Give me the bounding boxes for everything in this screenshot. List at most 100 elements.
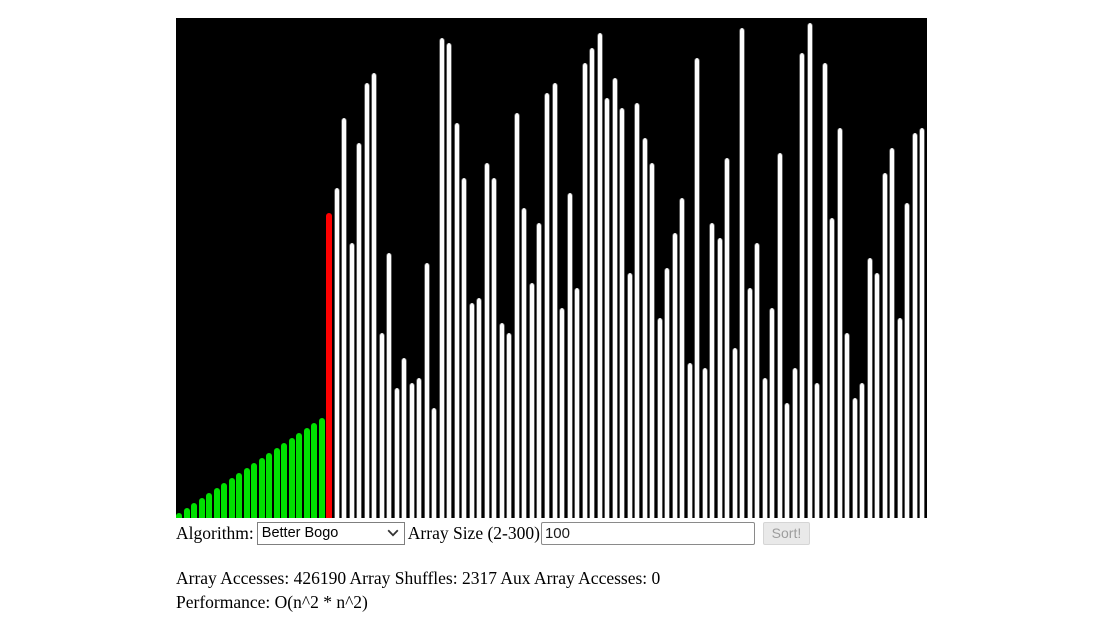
array-bar xyxy=(273,448,280,518)
sort-visualization-canvas xyxy=(176,18,927,518)
array-bar xyxy=(513,113,520,518)
array-shuffles-value: 2317 xyxy=(461,568,497,588)
array-bar xyxy=(431,408,438,518)
array-bar xyxy=(836,128,843,518)
array-bar xyxy=(889,148,896,518)
algorithm-select-value: Better Bogo xyxy=(261,525,339,541)
array-bar xyxy=(371,73,378,518)
array-bar xyxy=(589,48,596,518)
controls-row: Algorithm: Better Bogo Array Size (2-300… xyxy=(176,520,810,546)
array-accesses-value: 426190 xyxy=(293,568,347,588)
array-bar xyxy=(679,198,686,518)
array-bar xyxy=(671,233,678,518)
stats-panel: Array Accesses: 426190 Array Shuffles: 2… xyxy=(176,567,660,614)
array-bar xyxy=(709,223,716,518)
stats-line-1: Array Accesses: 426190 Array Shuffles: 2… xyxy=(176,567,660,591)
array-bar xyxy=(483,163,490,518)
array-bar xyxy=(506,333,513,518)
performance-label: Performance: xyxy=(176,591,271,612)
array-bar xyxy=(423,263,430,518)
array-bar xyxy=(401,358,408,518)
array-bar xyxy=(258,458,265,518)
array-bar xyxy=(821,63,828,518)
array-bar xyxy=(461,178,468,518)
chevron-down-icon xyxy=(387,529,399,537)
array-bar xyxy=(634,103,641,518)
array-bar xyxy=(438,38,445,518)
array-bar xyxy=(761,378,768,518)
array-bar xyxy=(701,368,708,518)
array-bar xyxy=(784,403,791,518)
array-bar xyxy=(183,508,190,518)
array-bar xyxy=(356,143,363,518)
array-bar xyxy=(664,268,671,518)
array-bar xyxy=(393,388,400,518)
array-bar xyxy=(791,368,798,518)
array-bar xyxy=(453,123,460,518)
array-bar xyxy=(348,243,355,518)
array-bar xyxy=(806,23,813,518)
array-bar xyxy=(716,238,723,518)
array-bar xyxy=(829,218,836,518)
array-bar xyxy=(281,443,288,518)
array-bar xyxy=(754,243,761,518)
array-bar xyxy=(363,83,370,518)
array-bar xyxy=(176,513,182,518)
stats-line-2: Performance: O(n^2 * n^2) xyxy=(176,591,660,615)
array-bar xyxy=(528,283,535,518)
array-bar xyxy=(318,418,325,518)
array-bar xyxy=(769,308,776,518)
array-bar xyxy=(251,463,258,518)
array-bar xyxy=(303,428,310,518)
aux-array-accesses-value: 0 xyxy=(651,568,661,588)
array-bar xyxy=(814,383,821,518)
array-bar xyxy=(694,58,701,518)
array-bar xyxy=(296,433,303,518)
array-bar xyxy=(724,158,731,518)
array-bar xyxy=(859,383,866,518)
array-bar xyxy=(198,498,205,518)
array-bar xyxy=(641,138,648,518)
array-bar xyxy=(386,253,393,518)
array-bar xyxy=(498,323,505,518)
array-bar xyxy=(746,288,753,518)
array-bar xyxy=(596,33,603,518)
array-bar xyxy=(911,133,918,518)
array-bar xyxy=(221,483,228,518)
array-bar xyxy=(566,193,573,518)
array-bar xyxy=(851,398,858,518)
array-bar xyxy=(333,188,340,518)
array-bar xyxy=(206,493,213,518)
array-bar xyxy=(896,318,903,518)
array-bar xyxy=(904,203,911,518)
array-size-input[interactable] xyxy=(540,521,755,545)
array-bar xyxy=(468,303,475,518)
array-bar xyxy=(619,108,626,518)
algorithm-label: Algorithm: xyxy=(176,522,254,543)
array-bar xyxy=(378,333,385,518)
array-bar xyxy=(686,363,693,518)
array-bar xyxy=(521,208,528,518)
array-bar xyxy=(604,98,611,518)
sort-button[interactable]: Sort! xyxy=(762,521,810,545)
array-bar xyxy=(626,273,633,518)
algorithm-select[interactable]: Better Bogo xyxy=(256,521,405,545)
array-accesses-label: Array Accesses: xyxy=(176,568,290,588)
array-bar xyxy=(266,453,273,518)
array-bar xyxy=(311,423,318,518)
array-size-label: Array Size (2-300) xyxy=(407,522,540,543)
performance-value: O(n^2 * n^2) xyxy=(274,591,368,612)
array-bar xyxy=(228,478,235,518)
array-bar xyxy=(408,383,415,518)
array-bar xyxy=(491,178,498,518)
array-bar xyxy=(731,348,738,518)
array-bar xyxy=(844,333,851,518)
array-bar xyxy=(213,488,220,518)
array-bar xyxy=(919,128,926,518)
array-bar xyxy=(559,308,565,518)
array-bar xyxy=(866,258,873,518)
array-bar xyxy=(243,468,250,518)
array-bar xyxy=(574,288,581,518)
array-bar xyxy=(799,53,806,518)
